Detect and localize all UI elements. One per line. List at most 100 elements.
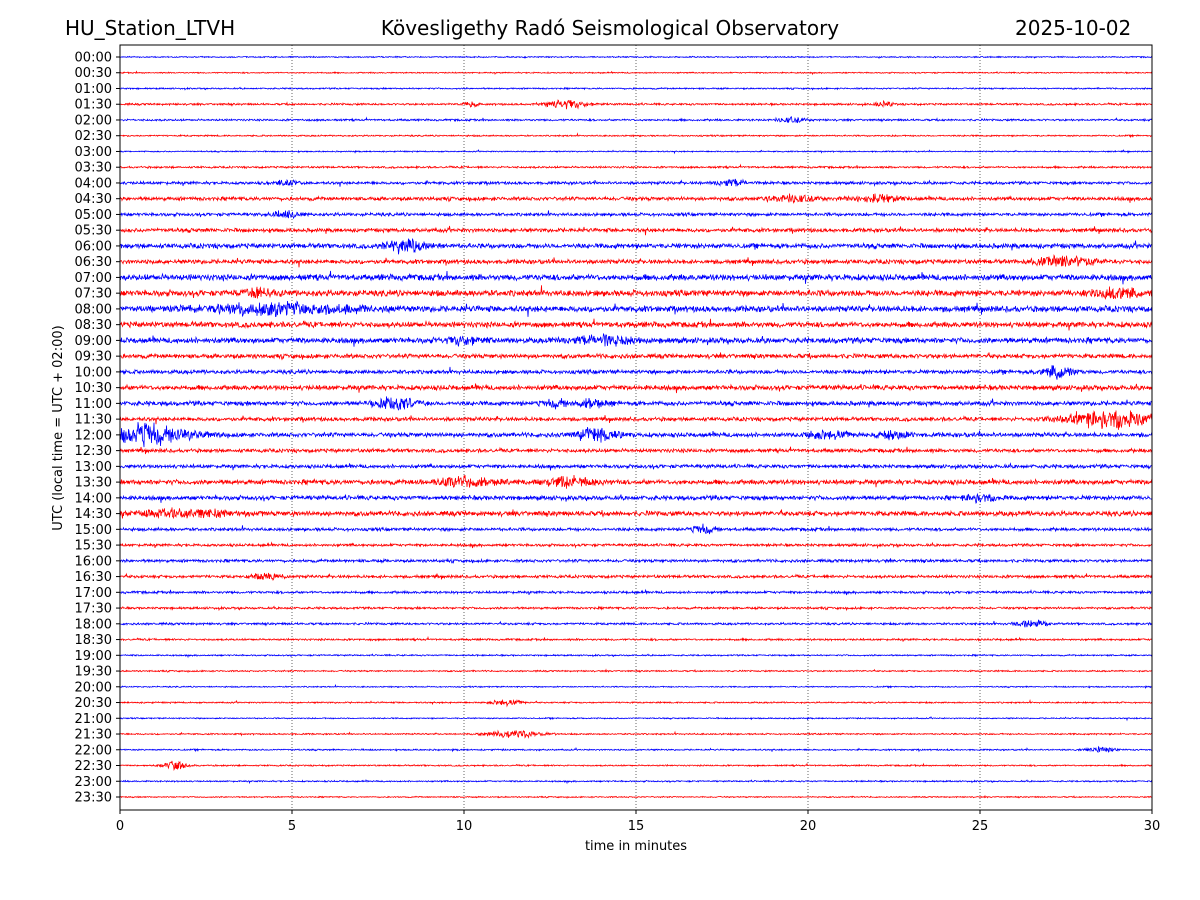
- y-tick-label: 17:30: [75, 602, 112, 617]
- y-tick-label: 03:30: [75, 161, 112, 176]
- y-tick-label: 05:00: [75, 208, 112, 223]
- trace-1300: [119, 462, 1153, 471]
- trace-1000: [119, 365, 1153, 380]
- y-tick-label: 07:00: [75, 271, 112, 286]
- y-tick-label: 16:00: [75, 554, 112, 569]
- trace-1830: [119, 635, 1153, 642]
- y-tick-label: 12:00: [75, 428, 112, 443]
- y-tick-label: 21:30: [75, 728, 112, 743]
- trace-1400: [119, 492, 1152, 504]
- y-tick-label: 18:30: [75, 633, 112, 648]
- trace-1500: [119, 523, 1153, 535]
- trace-0030: [119, 70, 1153, 76]
- trace-1630: [119, 572, 1153, 581]
- y-tick-label: 13:30: [75, 476, 112, 491]
- trace-0230: [120, 132, 1152, 139]
- trace-1330: [119, 474, 1153, 489]
- trace-2100: [119, 715, 1153, 722]
- y-tick-label: 08:00: [75, 302, 112, 317]
- trace-0330: [119, 163, 1153, 170]
- y-tick-label: 11:00: [75, 397, 112, 412]
- y-tick-label: 01:30: [75, 98, 112, 113]
- trace-0800: [119, 300, 1153, 317]
- y-tick-label: 06:00: [75, 239, 112, 254]
- y-tick-label: 12:30: [75, 444, 112, 459]
- x-tick-label: 10: [456, 819, 473, 834]
- trace-2130: [119, 729, 1153, 739]
- y-tick-label: 19:30: [75, 665, 112, 680]
- y-tick-label: 20:30: [75, 696, 112, 711]
- y-tick-label: 15:00: [75, 523, 112, 538]
- station-title: HU_Station_LTVH: [65, 16, 236, 40]
- y-tick-label: 18:00: [75, 617, 112, 632]
- trace-0730: [119, 285, 1153, 300]
- trace-2200: [119, 745, 1153, 754]
- trace-1030: [119, 383, 1153, 394]
- y-tick-label: 07:30: [75, 287, 112, 302]
- y-tick-label: 23:30: [75, 791, 112, 806]
- x-tick-label: 0: [116, 819, 124, 834]
- y-tick-label: 09:00: [75, 334, 112, 349]
- trace-1430: [119, 507, 1153, 520]
- trace-1800: [119, 619, 1152, 628]
- trace-1700: [119, 588, 1153, 596]
- trace-1100: [119, 396, 1153, 411]
- chart-title: Kövesligethy Radó Seismological Observat…: [380, 16, 840, 40]
- trace-0700: [119, 270, 1153, 285]
- trace-1200: [119, 422, 1153, 448]
- y-axis-label: UTC (local time = UTC + 02:00): [51, 325, 66, 530]
- y-tick-label: 09:30: [75, 350, 112, 365]
- trace-0300: [119, 149, 1153, 155]
- x-tick-label: 25: [972, 819, 989, 834]
- y-tick-label: 23:00: [75, 775, 112, 790]
- y-tick-label: 20:00: [75, 680, 112, 695]
- y-tick-label: 11:30: [75, 413, 112, 428]
- x-axis-label: time in minutes: [585, 839, 687, 854]
- trace-1530: [119, 541, 1153, 549]
- trace-0900: [119, 333, 1153, 347]
- y-tick-label: 05:30: [75, 224, 112, 239]
- y-tick-label: 00:30: [75, 66, 112, 81]
- y-tick-label: 08:30: [75, 318, 112, 333]
- y-tick-label: 14:30: [75, 507, 112, 522]
- trace-0130: [119, 99, 1153, 110]
- trace-1600: [119, 557, 1153, 564]
- y-tick-label: 13:00: [75, 460, 112, 475]
- y-tick-label: 04:00: [75, 176, 112, 191]
- x-tick-label: 20: [800, 819, 817, 834]
- trace-2000: [119, 683, 1153, 690]
- trace-1730: [119, 605, 1153, 612]
- date-title: 2025-10-02: [1015, 16, 1132, 40]
- y-tick-label: 22:00: [75, 743, 112, 758]
- y-tick-label: 10:30: [75, 381, 112, 396]
- trace-0930: [119, 352, 1153, 361]
- trace-0630: [119, 254, 1153, 268]
- trace-0530: [119, 225, 1153, 236]
- trace-2300: [119, 779, 1153, 785]
- x-tick-label: 5: [288, 819, 296, 834]
- trace-0500: [119, 210, 1153, 220]
- y-tick-label: 21:00: [75, 712, 112, 727]
- trace-0600: [119, 238, 1153, 255]
- y-tick-label: 10:00: [75, 365, 112, 380]
- y-tick-label: 01:00: [75, 82, 112, 97]
- y-tick-label: 22:30: [75, 759, 112, 774]
- y-tick-label: 15:30: [75, 539, 112, 554]
- y-tick-label: 00:00: [75, 51, 112, 66]
- trace-0830: [119, 318, 1153, 331]
- trace-0000: [119, 55, 1153, 60]
- trace-0200: [119, 116, 1153, 124]
- trace-0100: [119, 86, 1153, 91]
- y-tick-label: 06:30: [75, 255, 112, 270]
- trace-1130: [119, 410, 1153, 430]
- trace-1900: [119, 653, 1153, 659]
- y-tick-label: 03:00: [75, 145, 112, 160]
- y-tick-label: 04:30: [75, 192, 112, 207]
- y-tick-label: 19:00: [75, 649, 112, 664]
- trace-2230: [120, 760, 1153, 771]
- x-tick-label: 30: [1144, 819, 1161, 834]
- trace-0400: [119, 178, 1153, 187]
- y-tick-label: 16:30: [75, 570, 112, 585]
